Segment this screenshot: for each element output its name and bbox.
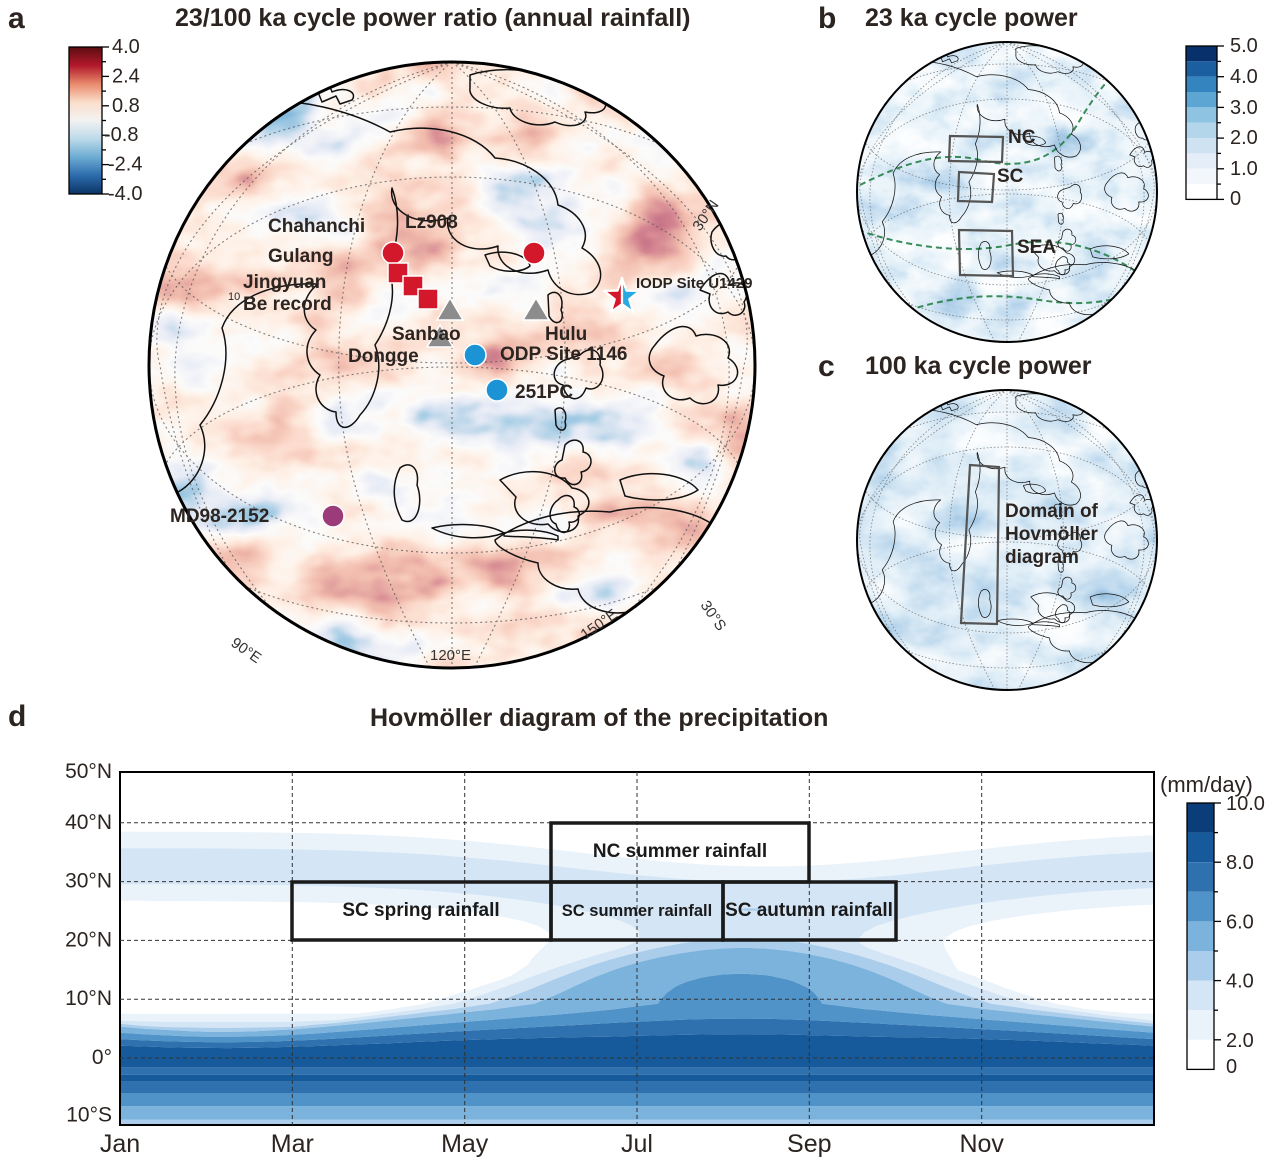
svg-text:23/100 ka cycle power ratio (a: 23/100 ka cycle power ratio (annual rain… xyxy=(175,4,691,32)
svg-text:50°N: 50°N xyxy=(65,760,112,783)
svg-text:40°N: 40°N xyxy=(65,811,112,834)
svg-text:0°: 0° xyxy=(92,1046,112,1069)
svg-text:5.0: 5.0 xyxy=(1230,35,1258,57)
svg-text:-2.4: -2.4 xyxy=(108,154,142,176)
svg-text:SC spring rainfall: SC spring rainfall xyxy=(342,900,499,921)
svg-text:NC: NC xyxy=(1008,127,1036,148)
svg-text:Domain of: Domain of xyxy=(1005,501,1099,522)
svg-text:Sanbao: Sanbao xyxy=(392,324,461,345)
svg-text:0: 0 xyxy=(1226,1056,1237,1078)
svg-text:IODP Site U1429: IODP Site U1429 xyxy=(636,275,752,292)
svg-text:6.0: 6.0 xyxy=(1226,911,1254,933)
svg-text:10°N: 10°N xyxy=(65,987,112,1010)
svg-text:Mar: Mar xyxy=(271,1130,314,1158)
svg-text:10°S: 10°S xyxy=(66,1104,112,1127)
svg-text:Nov: Nov xyxy=(959,1130,1004,1158)
svg-text:30°N: 30°N xyxy=(65,870,112,893)
svg-text:a: a xyxy=(8,2,25,35)
svg-text:0: 0 xyxy=(1230,188,1241,210)
svg-text:120°E: 120°E xyxy=(430,647,471,664)
svg-text:Jan: Jan xyxy=(100,1130,140,1158)
svg-text:ODP Site 1146: ODP Site 1146 xyxy=(500,344,627,365)
svg-text:10.0: 10.0 xyxy=(1226,793,1265,815)
svg-text:NC summer rainfall: NC summer rainfall xyxy=(593,841,767,862)
svg-text:-4.0: -4.0 xyxy=(108,183,142,205)
svg-text:10: 10 xyxy=(228,291,240,303)
svg-text:SC summer rainfall: SC summer rainfall xyxy=(562,902,712,920)
svg-text:SC autumn rainfall: SC autumn rainfall xyxy=(725,900,893,921)
svg-text:Hovmöller diagram of the preci: Hovmöller diagram of the precipitation xyxy=(370,704,828,732)
svg-text:1.0: 1.0 xyxy=(1230,158,1258,180)
svg-text:Chahanchi: Chahanchi xyxy=(268,216,365,237)
svg-text:d: d xyxy=(8,700,26,733)
svg-text:c: c xyxy=(818,350,835,383)
svg-text:90°E: 90°E xyxy=(228,634,265,667)
svg-text:23 ka cycle power: 23 ka cycle power xyxy=(865,4,1078,32)
svg-text:May: May xyxy=(441,1130,489,1158)
svg-text:Jingyuan: Jingyuan xyxy=(243,272,326,293)
svg-text:diagram: diagram xyxy=(1005,547,1079,568)
svg-text:100 ka cycle power: 100 ka cycle power xyxy=(865,352,1092,380)
svg-text:SEA: SEA xyxy=(1017,237,1056,258)
svg-text:-0.8: -0.8 xyxy=(104,124,138,146)
svg-text:Sep: Sep xyxy=(787,1130,831,1158)
svg-text:Jul: Jul xyxy=(621,1130,653,1158)
svg-text:2.0: 2.0 xyxy=(1226,1030,1254,1052)
svg-text:Hovmöller: Hovmöller xyxy=(1005,524,1099,545)
svg-text:4.0: 4.0 xyxy=(1230,66,1258,88)
svg-text:2.0: 2.0 xyxy=(1230,127,1258,149)
svg-text:20°N: 20°N xyxy=(65,928,112,951)
svg-text:Dongge: Dongge xyxy=(348,346,419,367)
svg-text:3.0: 3.0 xyxy=(1230,97,1258,119)
svg-text:8.0: 8.0 xyxy=(1226,852,1254,874)
svg-text:4.0: 4.0 xyxy=(1226,971,1254,993)
svg-text:251PC: 251PC xyxy=(515,382,573,403)
svg-text:SC: SC xyxy=(997,166,1024,187)
svg-text:30°S: 30°S xyxy=(697,598,730,635)
svg-text:b: b xyxy=(818,2,836,35)
svg-text:Gulang: Gulang xyxy=(268,246,333,267)
svg-text:Hulu: Hulu xyxy=(545,324,587,345)
svg-text:Be record: Be record xyxy=(243,294,332,315)
svg-text:0.8: 0.8 xyxy=(112,95,140,117)
svg-text:2.4: 2.4 xyxy=(112,65,140,87)
svg-text:MD98-2152: MD98-2152 xyxy=(170,506,269,527)
svg-text:4.0: 4.0 xyxy=(112,36,140,58)
svg-text:Lz908: Lz908 xyxy=(405,212,458,233)
